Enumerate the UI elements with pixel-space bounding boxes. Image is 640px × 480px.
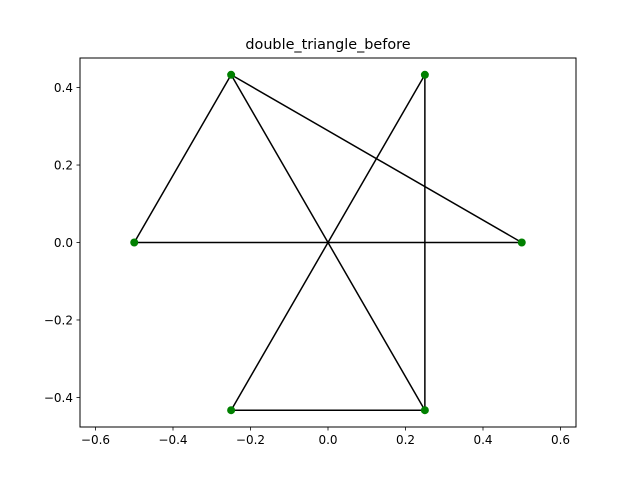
x-axis: −0.6 −0.4 −0.2 0.0 0.2 0.4 0.6 (81, 427, 570, 447)
edge-line-5 (230, 74, 426, 411)
y-tick-label: 0.0 (54, 236, 73, 250)
chart-title: double_triangle_before (245, 37, 410, 53)
point-marker-1 (130, 238, 139, 247)
x-tick-label: 0.4 (473, 433, 492, 447)
x-tick-label: 0.6 (551, 433, 570, 447)
point-marker-4 (517, 238, 526, 247)
points-layer (130, 70, 526, 415)
y-tick-label: 0.2 (54, 159, 73, 173)
y-tick-label: −0.2 (44, 313, 73, 327)
point-marker-2 (227, 70, 236, 79)
point-marker-5 (227, 406, 236, 415)
y-tick-label: −0.4 (44, 391, 73, 405)
point-marker-6 (420, 406, 429, 415)
edges-layer (133, 74, 523, 411)
x-tick-label: −0.6 (81, 433, 110, 447)
point-marker-3 (420, 70, 429, 79)
y-tick-label: 0.4 (54, 81, 73, 95)
x-tick-label: −0.2 (236, 433, 265, 447)
x-tick-label: −0.4 (158, 433, 187, 447)
x-tick-label: 0.2 (396, 433, 415, 447)
edge-line-1 (133, 74, 232, 243)
y-axis: −0.4 −0.2 0.0 0.2 0.4 (44, 81, 80, 405)
x-tick-label: 0.0 (318, 433, 337, 447)
